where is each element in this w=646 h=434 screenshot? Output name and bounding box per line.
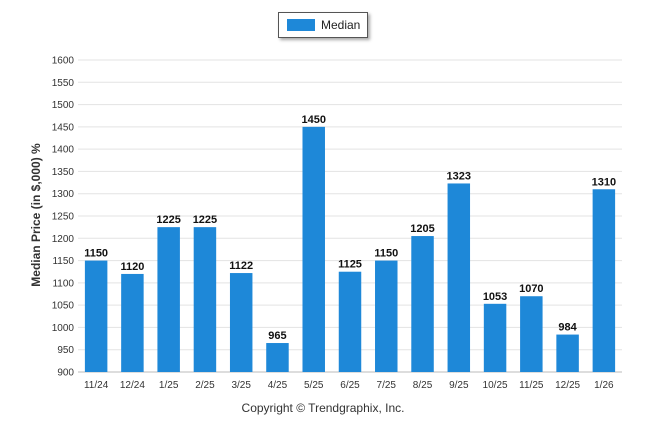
data-label: 1150 (374, 248, 398, 260)
y-tick-label: 1400 (52, 145, 75, 156)
data-labels: 1150 1120 1225 1225 1122 965 1450 1125 1150 1205 1… (84, 114, 616, 342)
y-tick-label: 1350 (52, 167, 75, 178)
data-label: 1150 (84, 248, 108, 260)
y-tick-label: 1100 (52, 278, 74, 289)
bar (338, 271, 362, 372)
bar (520, 296, 543, 372)
bar (229, 273, 253, 372)
x-tick-label: 6/25 (340, 380, 360, 391)
y-axis-label: Median Price (in $,000) % (29, 143, 43, 287)
x-tick-label: 12/24 (120, 380, 145, 391)
x-tick-label: 11/25 (519, 380, 544, 391)
y-tick-label: 1150 (52, 256, 74, 267)
x-tick-label: 5/25 (304, 380, 324, 391)
data-label: 1053 (483, 291, 507, 303)
x-tick-label: 4/25 (268, 380, 288, 391)
bar (483, 303, 507, 372)
bar (266, 343, 289, 372)
y-tick-label: 1550 (52, 78, 75, 89)
data-label: 1225 (193, 214, 217, 226)
bar (447, 183, 471, 372)
y-tick-label: 1300 (52, 189, 75, 200)
y-axis-ticks: 900 950 1000 1050 1100 1150 1200 1250 1300 1350 14… (52, 56, 75, 379)
y-tick-label: 1450 (52, 122, 75, 133)
data-label: 1225 (156, 214, 180, 226)
bar (84, 260, 108, 372)
bar (193, 227, 217, 372)
bars (84, 126, 616, 372)
data-label: 965 (268, 330, 286, 342)
data-label: 1323 (447, 170, 471, 182)
bar (375, 260, 398, 372)
x-tick-label: 12/25 (555, 380, 580, 391)
x-tick-label: 10/25 (483, 380, 508, 391)
data-label: 1205 (410, 223, 434, 235)
x-tick-label: 8/25 (413, 380, 433, 391)
data-label: 1120 (120, 261, 144, 273)
data-label: 1070 (519, 283, 543, 295)
x-tick-label: 2/25 (195, 380, 215, 391)
data-label: 1122 (229, 260, 253, 272)
x-tick-label: 1/26 (594, 380, 614, 391)
y-tick-label: 950 (57, 345, 74, 356)
bar (556, 334, 579, 372)
x-tick-label: 3/25 (231, 380, 251, 391)
bar (157, 227, 180, 372)
data-label: 984 (558, 322, 577, 334)
data-label: 1450 (301, 114, 325, 126)
y-tick-label: 1000 (52, 323, 75, 334)
x-axis-ticks: 11/24 12/24 1/25 2/25 3/25 4/25 5/25 6/25 7/25 8/… (84, 380, 614, 391)
bar (592, 189, 616, 372)
x-tick-label: 11/24 (84, 380, 109, 391)
data-label: 1310 (592, 176, 616, 188)
bar (121, 273, 144, 372)
x-tick-label: 9/25 (449, 380, 469, 391)
x-tick-label: 1/25 (159, 380, 179, 391)
copyright-text: Copyright © Trendgraphix, Inc. (241, 401, 405, 415)
y-tick-label: 1500 (52, 100, 75, 111)
x-tick-label: 7/25 (377, 380, 397, 391)
y-tick-label: 1250 (52, 212, 75, 223)
bar (302, 126, 325, 372)
legend-label-median: Median (321, 18, 361, 32)
y-tick-label: 1050 (52, 301, 75, 312)
data-label: 1125 (338, 259, 362, 271)
legend[interactable]: Median (278, 12, 368, 38)
bar (411, 236, 434, 372)
legend-swatch-median (287, 19, 315, 31)
y-tick-label: 1600 (52, 56, 75, 67)
y-tick-label: 1200 (52, 234, 75, 245)
y-tick-label: 900 (57, 368, 74, 379)
